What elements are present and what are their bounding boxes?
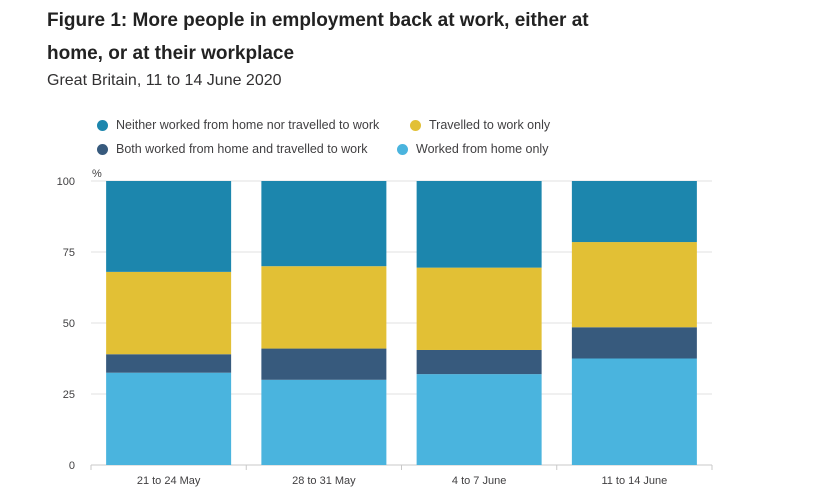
bar-segment	[261, 266, 387, 349]
bar-segment	[261, 348, 387, 380]
x-tick-label: 11 to 14 June	[601, 475, 667, 487]
bar-segment	[571, 242, 697, 328]
y-axis-unit: %	[92, 168, 102, 180]
bar-segment	[106, 354, 232, 373]
legend-label-both: Both worked from home and travelled to w…	[116, 142, 368, 156]
x-tick-label: 21 to 24 May	[137, 475, 201, 487]
y-tick-label: 0	[69, 460, 75, 472]
x-tick-label: 28 to 31 May	[292, 475, 356, 487]
bar-segment	[416, 181, 542, 268]
bar-segment	[261, 181, 387, 267]
x-tick-label: 4 to 7 June	[452, 475, 506, 487]
axes: 0 25 50 75 100% 21 to 24 May 28 to 31 May 4 to …	[57, 168, 713, 487]
legend-item-travelled[interactable]: Travelled to work only	[410, 116, 550, 134]
legend-label-travelled: Travelled to work only	[429, 118, 551, 132]
y-tick-label: 25	[63, 389, 75, 401]
y-tick-label: 50	[63, 318, 75, 330]
chart-title: Figure 1: More people in employment back…	[47, 10, 589, 64]
bar-segment	[571, 358, 697, 465]
legend-item-neither[interactable]: Neither worked from home nor travelled t…	[97, 116, 379, 134]
bar-segment	[106, 372, 232, 465]
bar-segment	[571, 327, 697, 359]
y-tick-label: 75	[63, 247, 75, 259]
legend-item-both[interactable]: Both worked from home and travelled to w…	[97, 140, 368, 158]
bar-segment	[261, 379, 387, 465]
legend-swatch-home	[397, 143, 408, 155]
bar-segment	[106, 271, 232, 355]
legend-label-neither: Neither worked from home nor travelled t…	[116, 118, 380, 132]
legend-swatch-travelled	[410, 119, 421, 131]
bars	[106, 181, 697, 465]
legend-label-home: Worked from home only	[416, 142, 549, 156]
bar-segment	[106, 181, 232, 272]
bar-segment	[571, 181, 697, 243]
bar-segment	[416, 267, 542, 350]
chart-subtitle: Great Britain, 11 to 14 June 2020	[47, 72, 282, 89]
legend-swatch-neither	[97, 119, 108, 131]
legend-swatch-both	[97, 143, 108, 155]
bar-segment	[416, 374, 542, 465]
legend-item-home[interactable]: Worked from home only	[397, 140, 548, 158]
y-tick-label: 100	[57, 176, 75, 188]
bar-segment	[416, 349, 542, 375]
